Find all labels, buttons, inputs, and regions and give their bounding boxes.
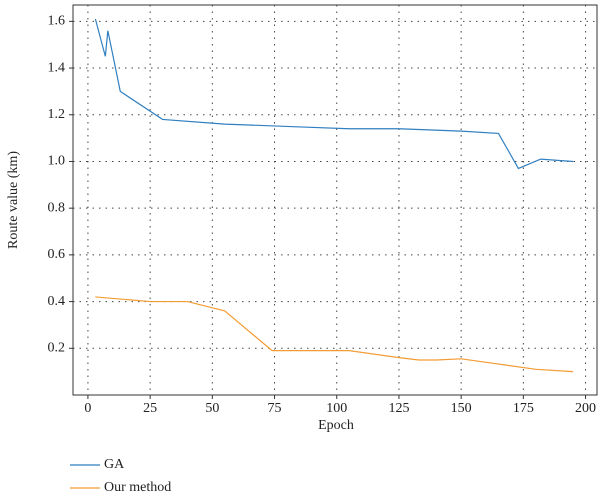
legend-label: GA (104, 457, 125, 472)
y-tick-label: 0.8 (48, 200, 66, 215)
x-tick-label: 0 (84, 401, 91, 416)
x-tick-label: 150 (451, 401, 472, 416)
x-tick-label: 25 (143, 401, 157, 416)
y-tick-label: 0.2 (48, 341, 66, 356)
x-tick-label: 75 (268, 401, 282, 416)
x-tick-label: 100 (326, 401, 347, 416)
y-tick-label: 1.0 (48, 154, 66, 169)
x-tick-label: 125 (388, 401, 409, 416)
x-tick-label: 50 (205, 401, 219, 416)
y-tick-label: 0.4 (48, 294, 66, 309)
plot-frame (72, 4, 598, 396)
y-tick-label: 1.4 (48, 60, 66, 75)
y-tick-label: 0.6 (48, 247, 66, 262)
x-axis-label: Epoch (318, 418, 354, 433)
x-tick-label: 175 (513, 401, 534, 416)
y-tick-label: 1.2 (48, 107, 66, 122)
series-line (95, 296, 574, 373)
y-tick-label: 1.6 (48, 14, 66, 29)
x-tick-label: 200 (575, 401, 596, 416)
legend-label: Our method (104, 480, 171, 495)
y-axis-label: Route value (km) (6, 151, 21, 249)
series-line (94, 18, 574, 170)
